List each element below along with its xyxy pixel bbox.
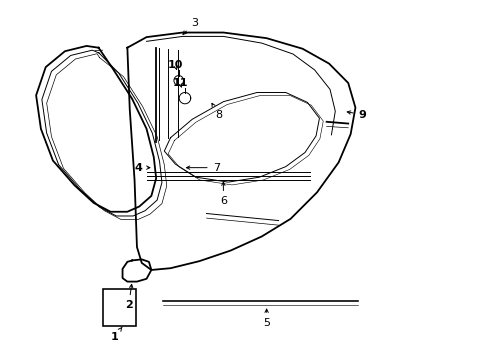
Text: 6: 6 (220, 182, 227, 206)
Text: 3: 3 (183, 18, 198, 35)
Text: 11: 11 (172, 78, 188, 88)
Bar (103, 289, 136, 327)
Text: 7: 7 (186, 163, 220, 173)
Text: 5: 5 (263, 309, 270, 328)
Text: 1: 1 (111, 327, 122, 342)
Text: 9: 9 (347, 110, 367, 120)
Text: 8: 8 (212, 103, 222, 120)
Text: 2: 2 (125, 284, 133, 310)
Text: 4: 4 (134, 163, 150, 173)
Text: 10: 10 (168, 60, 183, 70)
